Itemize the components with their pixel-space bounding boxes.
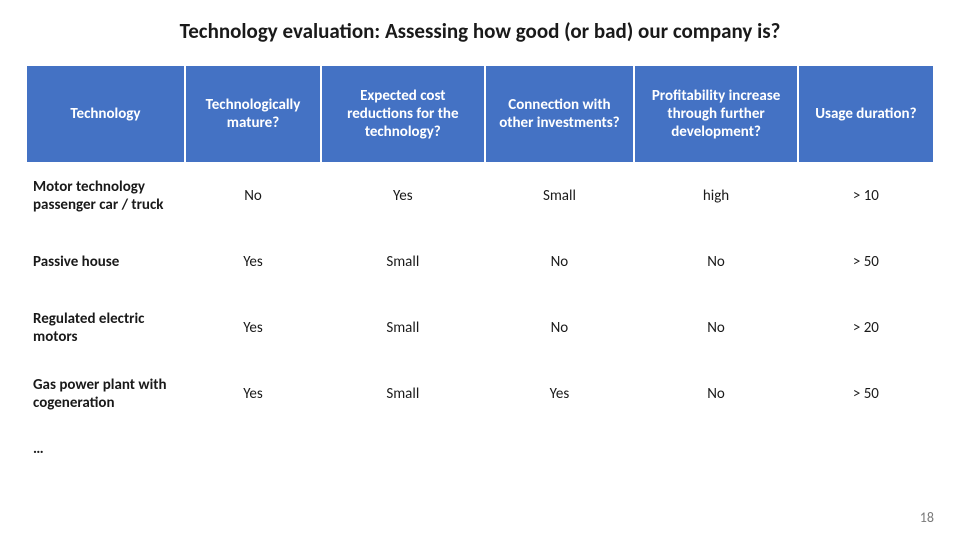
- table-cell: > 10: [798, 163, 934, 229]
- table-cell: [321, 427, 484, 471]
- evaluation-table: Technology Technologically mature? Expec…: [25, 64, 935, 472]
- table-cell: No: [185, 163, 321, 229]
- table-cell: No: [634, 229, 797, 295]
- row-label: Passive house: [26, 229, 185, 295]
- table-cell: No: [634, 295, 797, 361]
- table-cell: Small: [485, 163, 635, 229]
- col-header-usage: Usage duration?: [798, 65, 934, 163]
- col-header-connection: Connection with other investments?: [485, 65, 635, 163]
- table-cell: Small: [321, 361, 484, 427]
- page-number: 18: [920, 509, 934, 526]
- table-header-row: Technology Technologically mature? Expec…: [26, 65, 934, 163]
- table-row: …: [26, 427, 934, 471]
- table-cell: > 50: [798, 361, 934, 427]
- col-header-technology: Technology: [26, 65, 185, 163]
- table-cell: high: [634, 163, 797, 229]
- col-header-cost-reduction: Expected cost reductions for the technol…: [321, 65, 484, 163]
- table-row: Regulated electric motors Yes Small No N…: [26, 295, 934, 361]
- table-cell: Yes: [485, 361, 635, 427]
- table-cell: No: [485, 295, 635, 361]
- row-label: Motor technology passenger car / truck: [26, 163, 185, 229]
- row-label: Gas power plant with cogeneration: [26, 361, 185, 427]
- col-header-mature: Technologically mature?: [185, 65, 321, 163]
- table-cell: Yes: [185, 229, 321, 295]
- table-cell: [798, 427, 934, 471]
- table-cell: No: [485, 229, 635, 295]
- table-cell: [634, 427, 797, 471]
- row-label: …: [26, 427, 185, 471]
- table-cell: Yes: [185, 295, 321, 361]
- table-cell: [485, 427, 635, 471]
- table-row: Gas power plant with cogeneration Yes Sm…: [26, 361, 934, 427]
- table-row: Passive house Yes Small No No > 50: [26, 229, 934, 295]
- table-cell: > 20: [798, 295, 934, 361]
- table-cell: Small: [321, 295, 484, 361]
- table-cell: Yes: [321, 163, 484, 229]
- table-cell: No: [634, 361, 797, 427]
- table-cell: Yes: [185, 361, 321, 427]
- row-label: Regulated electric motors: [26, 295, 185, 361]
- slide-container: Technology evaluation: Assessing how goo…: [0, 0, 960, 540]
- table-cell: Small: [321, 229, 484, 295]
- table-cell: [185, 427, 321, 471]
- table-row: Motor technology passenger car / truck N…: [26, 163, 934, 229]
- slide-title: Technology evaluation: Assessing how goo…: [25, 18, 935, 44]
- table-cell: > 50: [798, 229, 934, 295]
- col-header-profitability: Profitability increase through further d…: [634, 65, 797, 163]
